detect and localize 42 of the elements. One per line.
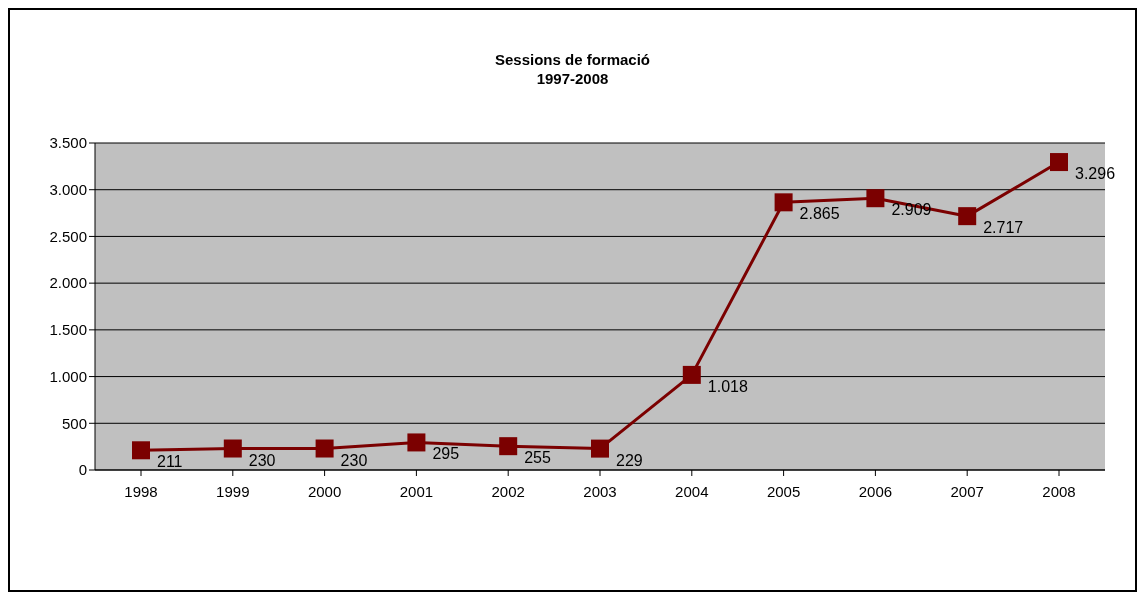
point [774,193,793,212]
y-tick-label: 1.500 [49,321,87,339]
x-tick-label: 2004 [675,482,709,500]
x-tick-label: 1998 [124,482,158,500]
point [866,189,885,208]
y-tick-label: 500 [61,414,87,432]
x-tick-label: 2008 [1042,482,1076,500]
data-label: 229 [616,451,643,469]
data-label: 295 [432,445,460,463]
y-tick-label: 0 [78,461,87,479]
data-label: 2.909 [891,201,932,219]
data-label: 230 [340,451,368,469]
point [1050,153,1068,172]
point [407,433,426,452]
chart-title: Sessions de formació 1997-2008 [493,50,652,88]
point [958,207,977,226]
point [315,439,334,458]
data-label: 255 [524,449,551,467]
x-tick-label: 2005 [766,482,801,500]
data-label: 211 [157,453,183,471]
point [499,437,518,456]
data-label: 1.018 [707,377,748,395]
data-label: 2.717 [983,219,1024,237]
y-tick-label: 3.000 [49,181,87,199]
x-tick-label: 1999 [216,482,250,500]
y-tick-label: 3.500 [49,134,87,152]
y-tick-label: 2.500 [49,227,87,245]
x-tick-label: 2000 [307,482,342,500]
x-tick-label: 2001 [399,482,434,500]
y-tick-label: 2.000 [49,274,87,292]
x-tick-label: 2006 [858,482,893,500]
point [223,439,242,458]
data-label: 3.296 [1075,165,1116,183]
point [682,365,701,384]
point [591,439,609,458]
point [132,441,150,460]
data-label: 230 [248,451,276,469]
x-tick-label: 2002 [491,482,525,500]
x-tick-label: 2007 [950,482,984,500]
y-tick-label: 1.000 [49,367,87,385]
data-label: 2.865 [799,205,840,223]
x-tick-label: 2003 [583,482,617,500]
